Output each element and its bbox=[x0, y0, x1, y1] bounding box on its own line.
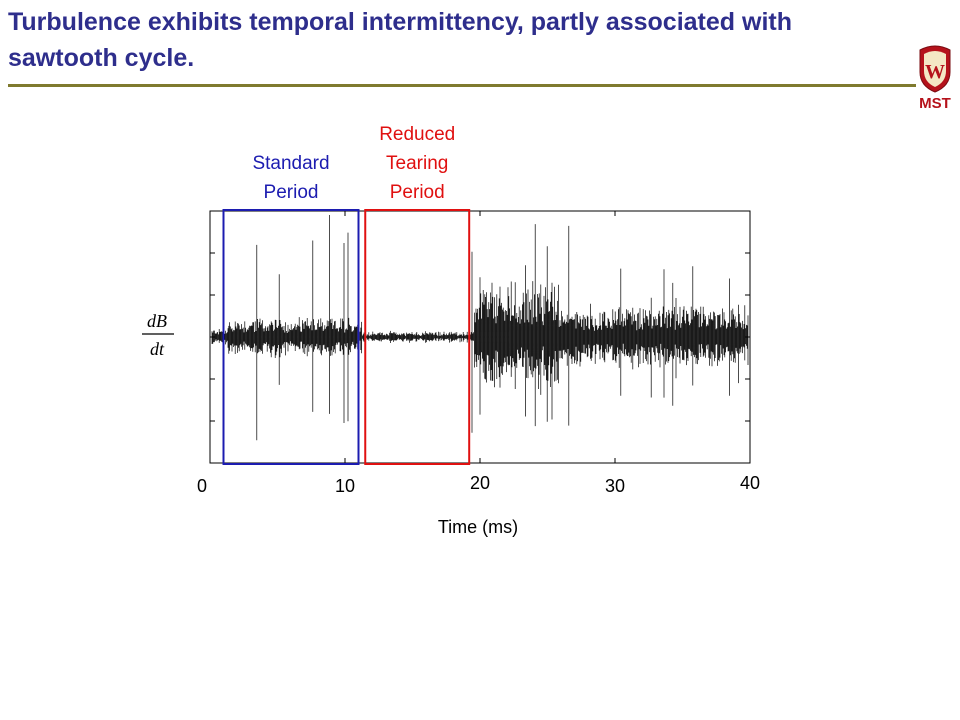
x-axis-label: Time (ms) bbox=[438, 517, 518, 537]
x-tick-label-40: 40 bbox=[740, 473, 760, 493]
y-axis-label: dB dt bbox=[142, 311, 174, 359]
dbdt-trace bbox=[211, 215, 749, 441]
x-tick-label-10: 10 bbox=[335, 476, 355, 496]
standard-period-box bbox=[222, 209, 360, 465]
x-tick-label-0: 0 bbox=[197, 476, 207, 496]
x-tick-label-20: 20 bbox=[470, 473, 490, 493]
y-axis-label-denominator: dt bbox=[150, 339, 165, 359]
reduced-tearing-label-line: Reduced bbox=[379, 124, 455, 145]
x-tick-label-30: 30 bbox=[605, 476, 625, 496]
logo-letter: W bbox=[925, 61, 945, 83]
reduced-tearing-label-line: Tearing bbox=[386, 153, 448, 174]
standard-period-label-line: Period bbox=[264, 182, 319, 203]
reduced-tearing-label-line: Period bbox=[390, 182, 445, 203]
reduced-tearing-box bbox=[364, 209, 471, 465]
standard-period-label-line: Standard bbox=[252, 153, 329, 174]
y-axis-label-numerator: dB bbox=[147, 311, 167, 331]
title-underline bbox=[8, 84, 916, 87]
dbdt-signal bbox=[211, 215, 749, 441]
axis-ticks bbox=[209, 211, 751, 463]
logo-text: MST bbox=[919, 95, 951, 112]
mst-logo: W MST bbox=[919, 45, 951, 112]
slide-title: Turbulence exhibits temporal intermitten… bbox=[8, 8, 792, 72]
